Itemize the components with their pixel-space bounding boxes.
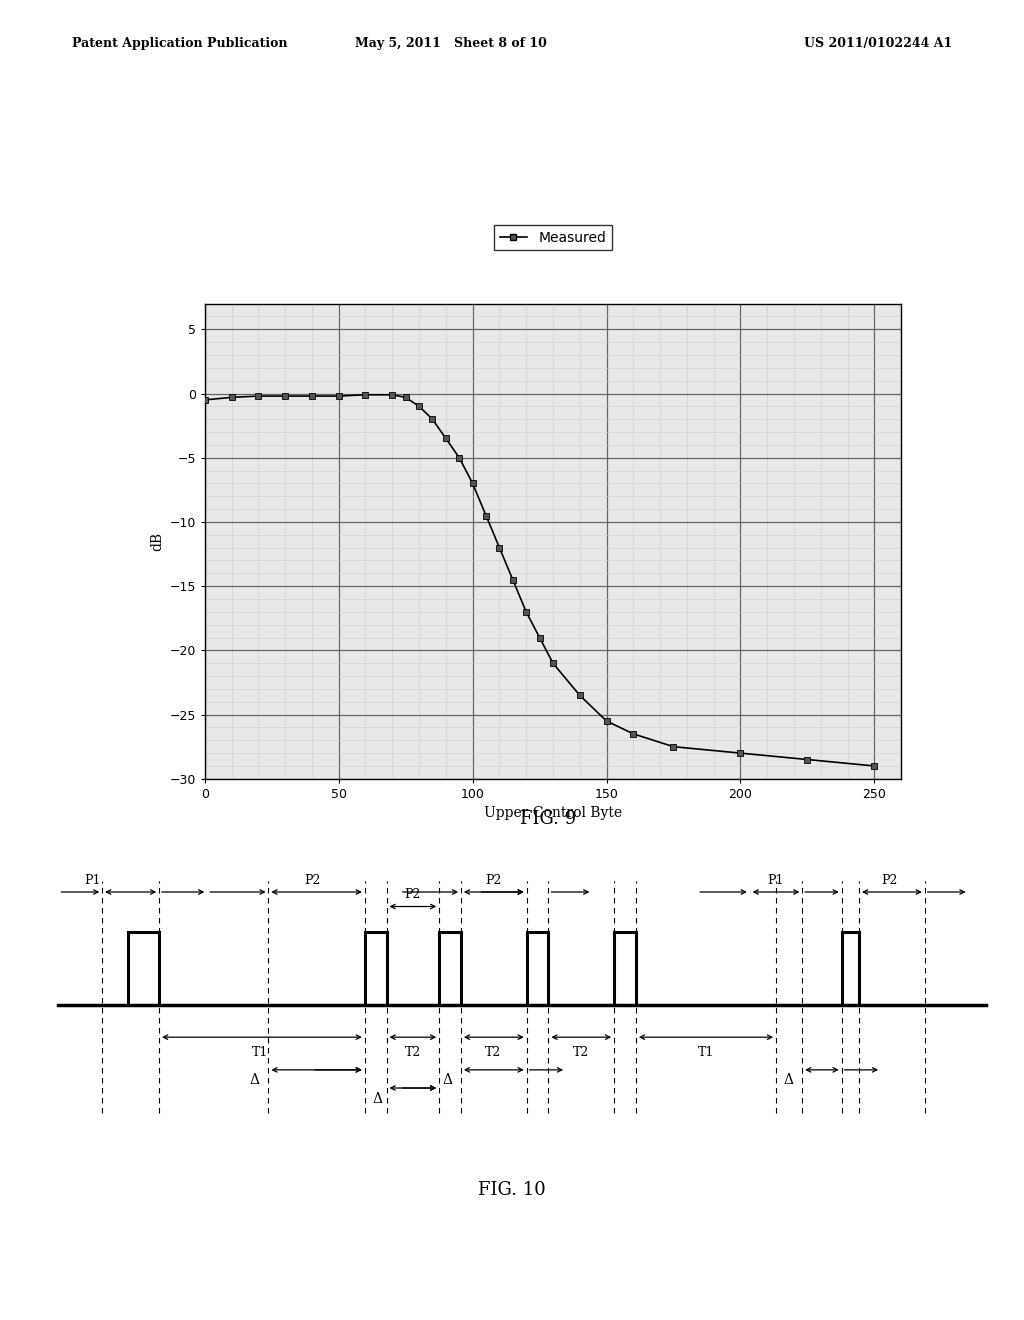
Text: FIG. 10: FIG. 10 (478, 1181, 546, 1200)
Text: Δ: Δ (373, 1092, 382, 1106)
Text: Δ: Δ (442, 1073, 453, 1088)
X-axis label: Upper Control Byte: Upper Control Byte (484, 807, 622, 821)
Text: T2: T2 (572, 1045, 589, 1059)
Text: P2: P2 (882, 874, 898, 887)
Text: T2: T2 (404, 1045, 421, 1059)
Text: P1: P1 (85, 874, 101, 887)
Text: T2: T2 (485, 1045, 502, 1059)
Text: Δ: Δ (250, 1073, 260, 1088)
Text: P1: P1 (768, 874, 784, 887)
Text: FIG. 9: FIG. 9 (520, 810, 575, 829)
Y-axis label: dB: dB (150, 532, 164, 550)
Text: May 5, 2011   Sheet 8 of 10: May 5, 2011 Sheet 8 of 10 (354, 37, 547, 50)
Text: Δ: Δ (783, 1073, 794, 1088)
Text: P2: P2 (485, 874, 502, 887)
Text: T1: T1 (252, 1045, 268, 1059)
Text: T1: T1 (697, 1045, 714, 1059)
Text: P2: P2 (404, 888, 421, 902)
Text: P2: P2 (304, 874, 321, 887)
Text: Patent Application Publication: Patent Application Publication (72, 37, 287, 50)
Text: US 2011/0102244 A1: US 2011/0102244 A1 (804, 37, 952, 50)
Legend: Measured: Measured (494, 224, 612, 249)
